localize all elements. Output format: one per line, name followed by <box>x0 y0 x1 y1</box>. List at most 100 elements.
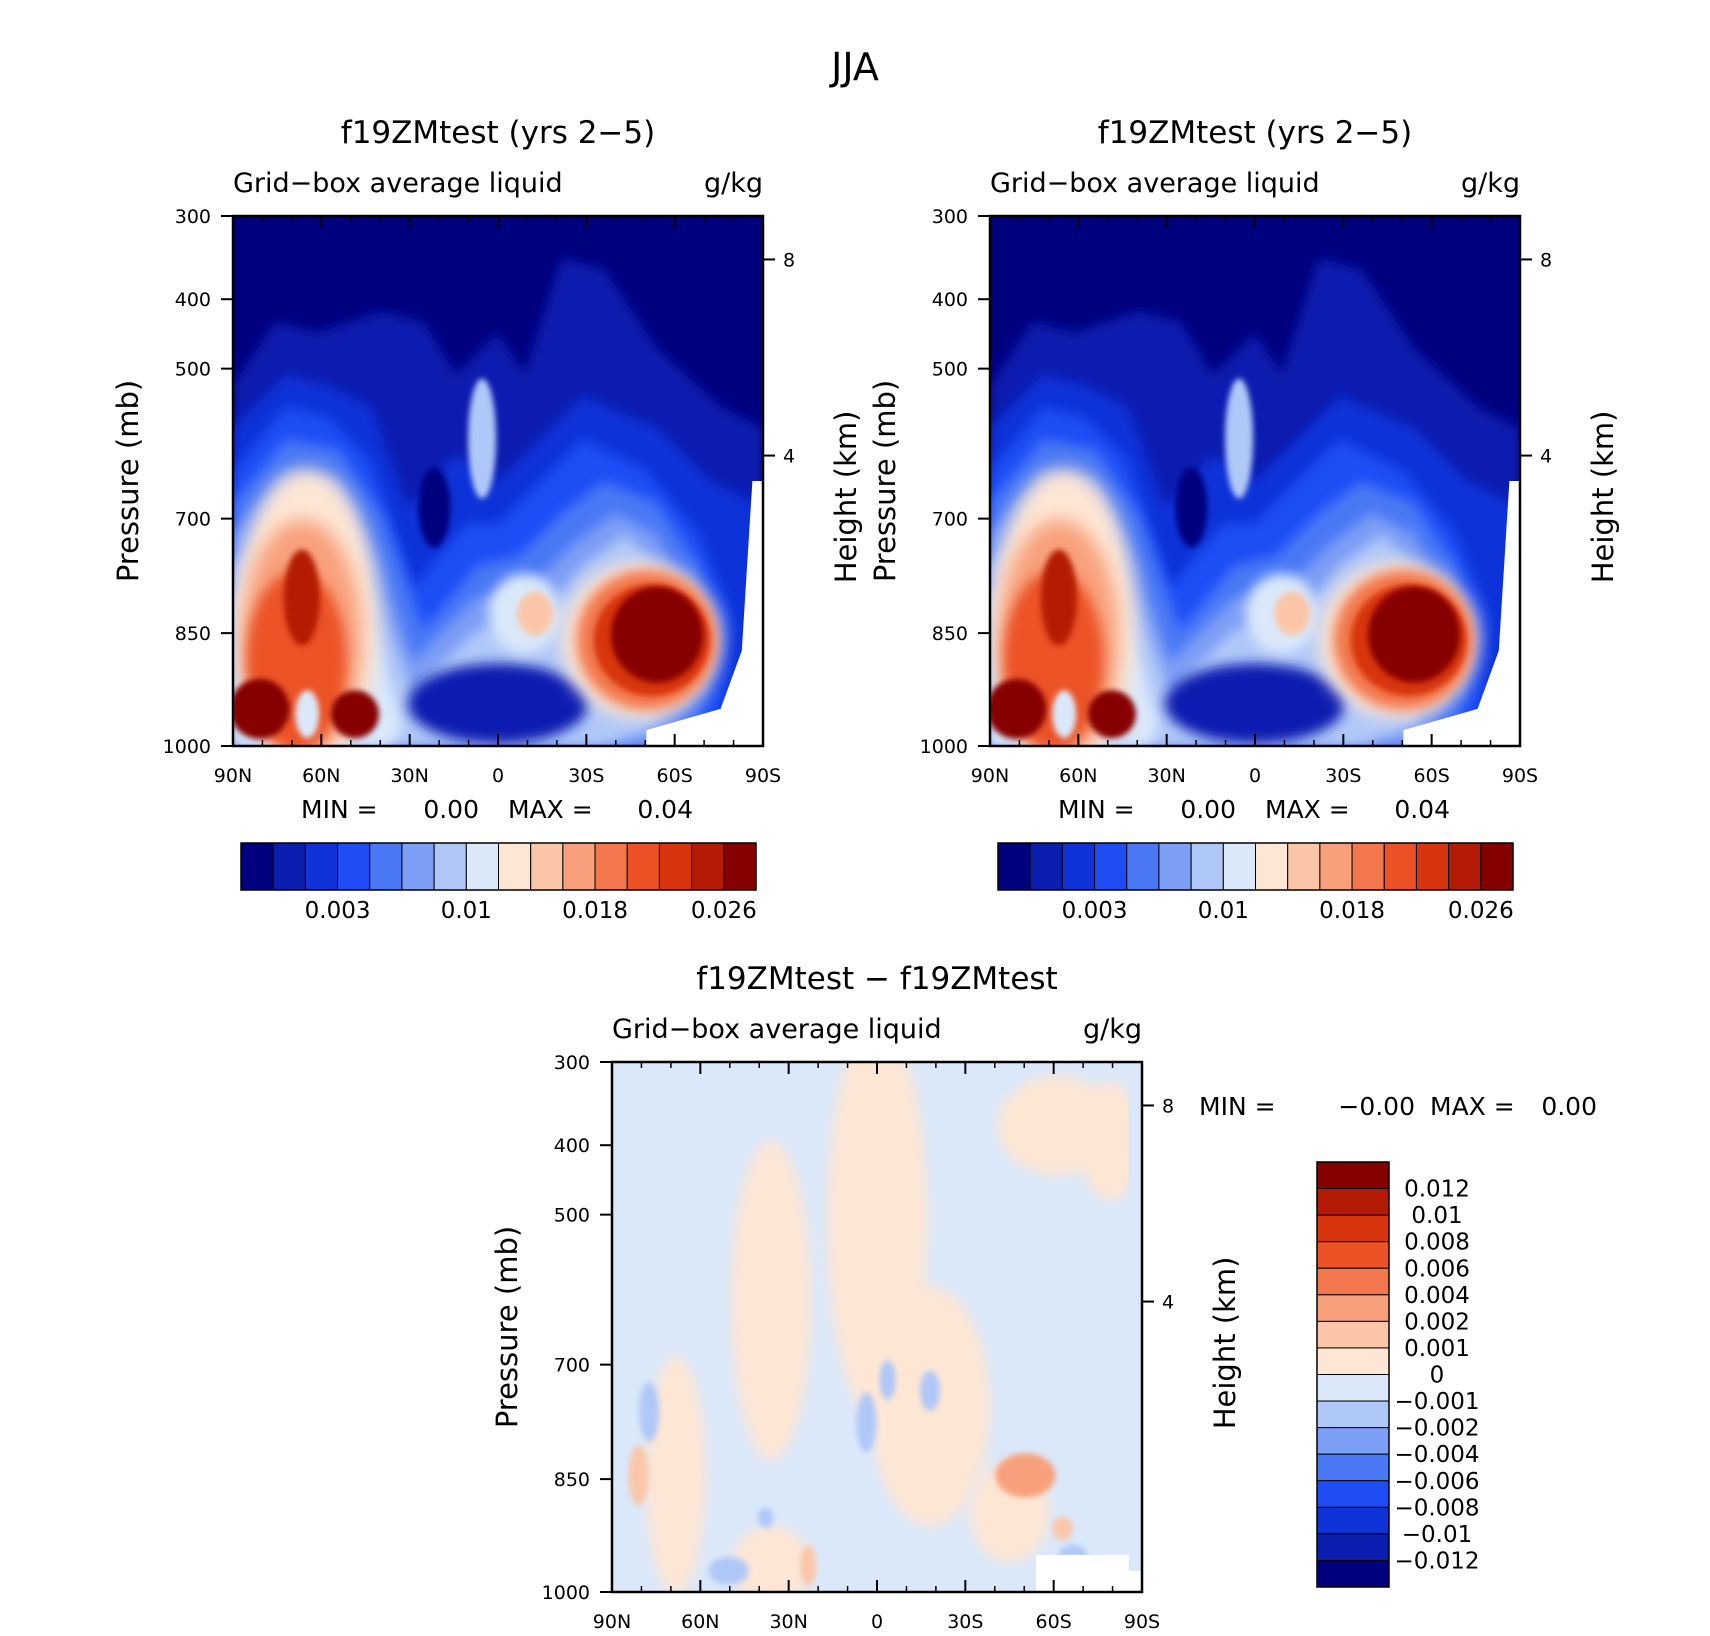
contour-band <box>283 549 320 646</box>
y-right-tick-label: 4 <box>1540 446 1552 468</box>
max-value: 0.04 <box>1394 795 1450 824</box>
x-tick-label: 90S <box>1124 1611 1160 1633</box>
colorbar-tick-label: −0.01 <box>1402 1522 1472 1548</box>
colorbar-swatch <box>1351 842 1385 891</box>
colorbar-swatch <box>240 842 274 891</box>
colorbar-swatch <box>1287 842 1321 891</box>
x-tick-label: 30S <box>947 1611 983 1633</box>
y-axis-label: Pressure (mb) <box>111 380 145 582</box>
colorbar-swatch <box>1316 1453 1390 1482</box>
contour-band <box>645 1355 706 1592</box>
y-tick-label: 1000 <box>542 1582 590 1604</box>
colorbar-swatch <box>1255 842 1289 891</box>
y-tick-label: 700 <box>175 509 211 531</box>
contour-band <box>408 663 588 744</box>
colorbar-tick-label: 0.01 <box>1411 1203 1462 1229</box>
y-tick-label: 1000 <box>163 736 211 758</box>
colorbar-tick-label: −0.002 <box>1394 1416 1479 1442</box>
missing-data <box>1036 1554 1142 1592</box>
contour-band <box>611 586 703 683</box>
panel-title: f19ZMtest (yrs 2−5) <box>341 115 655 151</box>
x-tick-label: 0 <box>1249 765 1261 787</box>
colorbar-tick-label: 0.012 <box>1404 1177 1470 1203</box>
colorbar-swatch <box>1316 1320 1390 1349</box>
contour-band <box>1080 1081 1141 1202</box>
y-tick-label: 1000 <box>920 736 968 758</box>
max-label: MAX = <box>1265 795 1350 824</box>
colorbar-tick-label: −0.012 <box>1394 1548 1479 1574</box>
colorbar-swatch <box>723 842 757 891</box>
min-label: MIN = <box>1199 1092 1276 1121</box>
y-tick-label: 850 <box>175 623 211 645</box>
y-tick-label: 700 <box>554 1355 590 1377</box>
y-tick-label: 400 <box>932 289 968 311</box>
colorbar-tick-label: 0.001 <box>1404 1336 1470 1362</box>
colorbar-swatch <box>1316 1188 1390 1216</box>
y-tick-label: 500 <box>932 359 968 381</box>
colorbar-swatch <box>1126 842 1160 891</box>
y-axis-label: Pressure (mb) <box>490 1226 524 1428</box>
colorbar-swatch <box>1190 842 1224 891</box>
missing-data <box>646 481 763 746</box>
y-right-tick-label: 8 <box>1540 249 1552 271</box>
y-right-axis-label: Height (km) <box>1208 1257 1242 1430</box>
x-tick-label: 30S <box>568 765 604 787</box>
colorbar-swatch <box>1448 842 1482 891</box>
colorbar-tick-label: 0.008 <box>1404 1230 1470 1256</box>
colorbar-tick-label: −0.004 <box>1394 1442 1479 1468</box>
y-tick-label: 850 <box>554 1469 590 1491</box>
missing-data <box>1403 481 1520 746</box>
y-right-tick-label: 8 <box>783 249 795 271</box>
y-tick-label: 400 <box>554 1135 590 1157</box>
y-tick-label: 500 <box>554 1205 590 1227</box>
x-tick-label: 0 <box>492 765 504 787</box>
x-tick-label: 90S <box>745 765 781 787</box>
colorbar-swatch <box>1383 842 1417 891</box>
colorbar-tick-label: 0.004 <box>1404 1283 1470 1309</box>
contour-band <box>920 1370 940 1411</box>
contour-field <box>990 216 1520 746</box>
colorbar-tick-label: 0.01 <box>1198 898 1249 924</box>
contour-band <box>1052 1516 1073 1541</box>
colorbar-frame <box>240 842 757 891</box>
contour-band <box>856 1392 877 1453</box>
min-value: 0.00 <box>1180 795 1236 824</box>
colorbar-swatch <box>1316 1400 1390 1429</box>
colorbar-swatch <box>304 842 339 891</box>
panel-left: 90N 60N 30N 0 30S 60S 90S 300 400 500 700 850 1000 8 4… <box>111 115 863 924</box>
panel-subtitle-left: Grid−box average liquid <box>233 168 563 199</box>
colorbar-swatch <box>1316 1427 1390 1455</box>
contour-band <box>330 690 379 739</box>
colorbar-swatch <box>997 842 1031 891</box>
contour-band <box>1225 378 1254 499</box>
colorbar-tick-label: 0.002 <box>1404 1309 1470 1335</box>
colorbar-tick-label: 0.006 <box>1404 1256 1470 1282</box>
y-right-tick-label: 4 <box>783 446 795 468</box>
x-tick-label: 30N <box>1147 765 1185 787</box>
y-tick-label: 400 <box>175 289 211 311</box>
x-tick-label: 60N <box>681 1611 719 1633</box>
colorbar-swatch <box>1316 1559 1390 1588</box>
figure-title: JJA <box>829 45 879 89</box>
min-label: MIN = <box>301 795 378 824</box>
colorbar-swatch <box>530 842 564 891</box>
colorbar-swatch <box>1316 1214 1390 1243</box>
y-tick-label: 300 <box>932 206 968 228</box>
colorbar-swatch <box>658 842 693 891</box>
colorbar-swatch <box>1316 1347 1390 1375</box>
y-tick-label: 300 <box>554 1052 590 1074</box>
contour-band <box>879 1360 896 1400</box>
panel-subtitle-right: g/kg <box>704 168 763 199</box>
y-right-axis-label: Height (km) <box>829 411 863 584</box>
y-right-axis-label: Height (km) <box>1586 411 1620 584</box>
y-right-tick-label: 8 <box>1162 1095 1174 1117</box>
colorbar-swatch <box>337 842 371 891</box>
min-label: MIN = <box>1058 795 1135 824</box>
x-tick-label: 60N <box>1059 765 1097 787</box>
contour-band <box>517 591 554 636</box>
contour-band <box>1165 663 1345 744</box>
y-tick-label: 700 <box>932 509 968 531</box>
colorbar-swatch <box>562 842 596 891</box>
colorbar-swatch <box>1222 842 1256 891</box>
